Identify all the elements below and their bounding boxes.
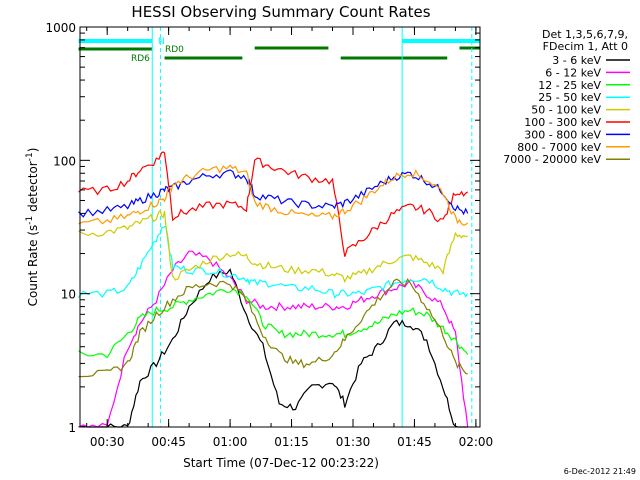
legend-header: Det 1,3,5,6,7,9, [542, 28, 628, 41]
legend-label-25-50-kev: 25 - 50 keV [538, 91, 601, 104]
y-tick-label: 1 [68, 421, 76, 435]
annotation-label: RD0 [165, 45, 184, 55]
series-line-7000-20000-kev [78, 277, 468, 378]
y-axis: 1 10 100 1000 [45, 21, 480, 435]
series-line-50-100-kev [78, 210, 468, 284]
series-line-6-12-kev [78, 250, 469, 428]
y-axis-label: Count Rate (s-1 detector-1) [25, 148, 40, 307]
annotation-label: N [158, 37, 165, 47]
legend-label-100-300-kev: 100 - 300 keV [524, 116, 601, 129]
x-tick-label: 02:00 [459, 435, 494, 449]
legend-label-3-6-kev: 3 - 6 keV [552, 54, 601, 67]
legend-label-6-12-kev: 6 - 12 keV [545, 66, 601, 79]
x-tick-label: 01:45 [397, 435, 432, 449]
legend-header: FDecim 1, Att 0 [543, 40, 628, 53]
x-axis: 00:30 00:45 01:00 01:15 01:30 01:45 02:00 [86, 27, 494, 449]
series-line-12-25-kev [78, 288, 469, 359]
series-line-3-6-kev [78, 268, 468, 428]
series-line-25-50-kev [78, 225, 469, 300]
x-tick-label: 01:00 [213, 435, 248, 449]
y-tick-label: 10 [61, 288, 76, 302]
legend-label-50-100-kev: 50 - 100 keV [531, 104, 601, 117]
series-line-300-800-kev [78, 169, 469, 218]
legend-label-300-800-kev: 300 - 800 keV [524, 128, 601, 141]
chart-title: HESSI Observing Summary Count Rates [131, 3, 430, 21]
legend: Det 1,3,5,6,7,9,FDecim 1, Att 03 - 6 keV… [503, 28, 630, 166]
plot-frame [79, 26, 481, 428]
legend-label-7000-20000-kev: 7000 - 20000 keV [503, 153, 601, 166]
x-tick-label: 01:15 [274, 435, 309, 449]
x-tick-label: 00:45 [151, 435, 186, 449]
legend-label-12-25-kev: 12 - 25 keV [538, 79, 601, 92]
x-axis-label: Start Time (07-Dec-12 00:23:22) [183, 456, 379, 470]
x-tick-label: 01:30 [336, 435, 371, 449]
y-tick-label: 1000 [45, 21, 76, 35]
series-line-100-300-kev [78, 151, 469, 257]
x-tick-label: 00:30 [90, 435, 125, 449]
legend-label-800-7000-kev: 800 - 7000 keV [517, 141, 601, 154]
footer-timestamp: 6-Dec-2012 21:49 [564, 467, 636, 476]
y-tick-label: 100 [53, 154, 76, 168]
annotation-label: RD6 [131, 54, 150, 64]
series-line-800-7000-kev [78, 164, 469, 226]
